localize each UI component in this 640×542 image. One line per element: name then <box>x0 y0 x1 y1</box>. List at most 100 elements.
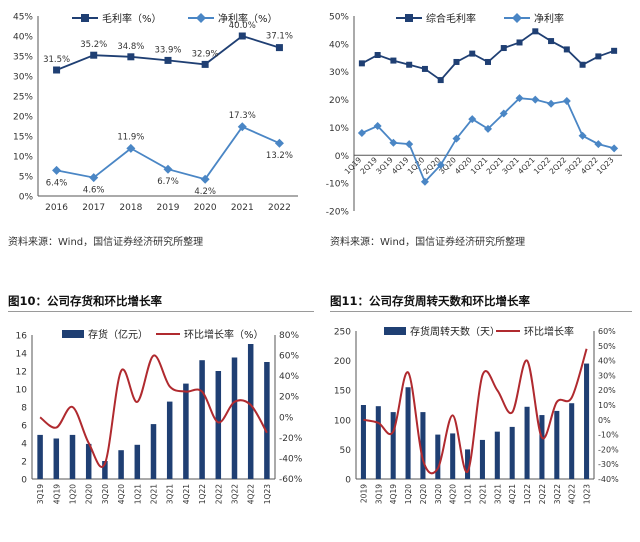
x-tick-label: 2Q22 <box>214 484 223 504</box>
y-tick-label: -10% <box>326 180 350 190</box>
legend-net-margin-label: 净利率（%） <box>218 12 278 25</box>
data-label: 13.2% <box>266 151 293 161</box>
legend-line-label: 环比增长率（%） <box>184 328 264 341</box>
inventory-bar <box>375 406 381 479</box>
data-label: 37.1% <box>266 32 293 42</box>
inventory-bar <box>390 412 396 479</box>
net-margin-point <box>436 161 445 170</box>
net-margin-point <box>420 177 429 186</box>
inventory-bar <box>479 439 485 479</box>
right-tick-label: 0% <box>598 416 611 425</box>
net-margin-point <box>452 134 461 143</box>
net-margin-point <box>126 143 136 153</box>
inventory-bar <box>569 403 575 479</box>
x-tick-label: 4Q21 <box>182 484 191 504</box>
x-tick-label: 2Q21 <box>150 484 159 504</box>
net-margin-point <box>531 95 540 104</box>
series-line-gross-margin <box>361 30 615 82</box>
net-margin-point <box>237 122 247 132</box>
x-tick-label: 2017 <box>82 203 105 213</box>
right-tick-label: -10% <box>598 431 619 440</box>
gross-margin-point <box>548 38 555 45</box>
y-tick-label: 50% <box>329 13 349 23</box>
x-tick-label: 4Q19 <box>389 484 398 504</box>
annual-margin-chart: 0% 5% 10% 15% 20% 25% 30% 35% 40% 45% 2016 2017 2018… <box>13 12 298 213</box>
gross-margin-point <box>611 47 618 54</box>
gross-margin-point <box>390 57 397 64</box>
right-tick-label: -40% <box>279 454 303 464</box>
right-tick-label: 30% <box>598 371 616 380</box>
figure-10-title: 图10：公司存货和环比增长率 <box>8 294 163 308</box>
y-tick-label: 0% <box>19 193 34 203</box>
net-margin-point <box>484 124 492 133</box>
net-margin-point <box>562 96 571 105</box>
legend-bar-label: 存货周转天数（天） <box>410 325 500 338</box>
right-tick-label: 40% <box>598 357 616 366</box>
gross-margin-point <box>374 52 381 58</box>
left-tick-label: 50 <box>340 446 352 456</box>
net-margin-point <box>52 165 62 175</box>
x-tick-label: 2022 <box>268 203 291 213</box>
inventory-bar <box>450 433 456 479</box>
right-tick-label: 40% <box>279 372 299 382</box>
data-label: 17.3% <box>229 111 256 121</box>
y-tick-label: 35% <box>13 53 33 63</box>
right-tick-label: -20% <box>598 445 619 454</box>
inventory-bar <box>199 360 205 479</box>
legend-net-margin-label: 净利率 <box>534 12 564 25</box>
left-tick-label: 12 <box>16 368 27 378</box>
gross-margin-point <box>516 39 523 46</box>
data-label: 32.9% <box>192 49 219 59</box>
y-tick-label: 15% <box>13 133 33 143</box>
source-note-right: 资料来源：Wind，国信证券经济研究所整理 <box>330 237 526 248</box>
y-tick-label: 40% <box>13 33 33 43</box>
inventory-days-chart: 0 50 100 150 200 250 -40% -30% -20% -10% 0% 10% 20% 3… <box>334 325 619 504</box>
left-tick-label: 10 <box>16 386 28 396</box>
data-label: 4.2% <box>194 187 216 197</box>
right-tick-label: 60% <box>598 327 616 336</box>
gross-margin-point <box>421 65 428 72</box>
x-tick-label: 1Q21 <box>464 484 473 504</box>
quarterly-margin-chart: -20%-10%0%10%20%30%40%50%1Q192Q193Q194Q1… <box>326 12 622 218</box>
gross-margin-point <box>238 32 246 40</box>
legend-net-margin-marker <box>512 13 522 23</box>
right-tick-label: 10% <box>598 401 616 410</box>
left-tick-label: 2 <box>21 458 27 468</box>
left-tick-label: 6 <box>21 422 27 432</box>
inventory-bar <box>183 383 189 479</box>
net-margin-point <box>357 129 366 137</box>
inventory-bar <box>509 426 515 479</box>
left-tick-label: 200 <box>334 357 351 367</box>
gross-margin-point <box>500 45 507 52</box>
y-tick-label: 0% <box>335 152 350 162</box>
data-label: 35.2% <box>80 40 107 50</box>
y-tick-label: 45% <box>13 13 33 23</box>
y-tick-label: 10% <box>13 153 33 163</box>
x-tick-label: 3Q20 <box>101 484 110 504</box>
net-margin-point <box>274 138 284 148</box>
inventory-chart: 0 2 4 6 8 10 12 14 16 -60% -40% -20% 0% 20% 40% 60% 80% 3… <box>16 328 303 504</box>
x-tick-label: 2Q21 <box>478 484 487 504</box>
figure-10-rule <box>8 311 314 312</box>
net-margin-point <box>163 164 173 174</box>
right-tick-label: -60% <box>279 475 303 485</box>
x-tick-label: 2016 <box>45 203 68 213</box>
x-tick-label: 3Q19 <box>374 484 383 504</box>
x-tick-label: 2Q20 <box>419 484 428 504</box>
x-tick-label: 3Q22 <box>231 484 240 504</box>
x-tick-label: 1Q20 <box>69 484 78 504</box>
gross-margin-point <box>201 60 209 68</box>
y-tick-label: 25% <box>13 93 33 103</box>
inventory-bar <box>405 387 411 479</box>
inventory-bar <box>85 443 92 479</box>
right-tick-label: 20% <box>598 386 616 395</box>
gross-margin-point <box>53 66 61 74</box>
x-tick-label: 3Q21 <box>166 484 175 504</box>
left-tick-label: 14 <box>16 350 28 360</box>
gross-margin-point <box>579 61 586 68</box>
left-tick-label: 8 <box>21 404 27 414</box>
inventory-bar <box>166 401 173 479</box>
net-margin-point <box>405 140 414 149</box>
x-tick-label: 1Q23 <box>263 484 272 504</box>
y-tick-label: 5% <box>19 173 34 183</box>
